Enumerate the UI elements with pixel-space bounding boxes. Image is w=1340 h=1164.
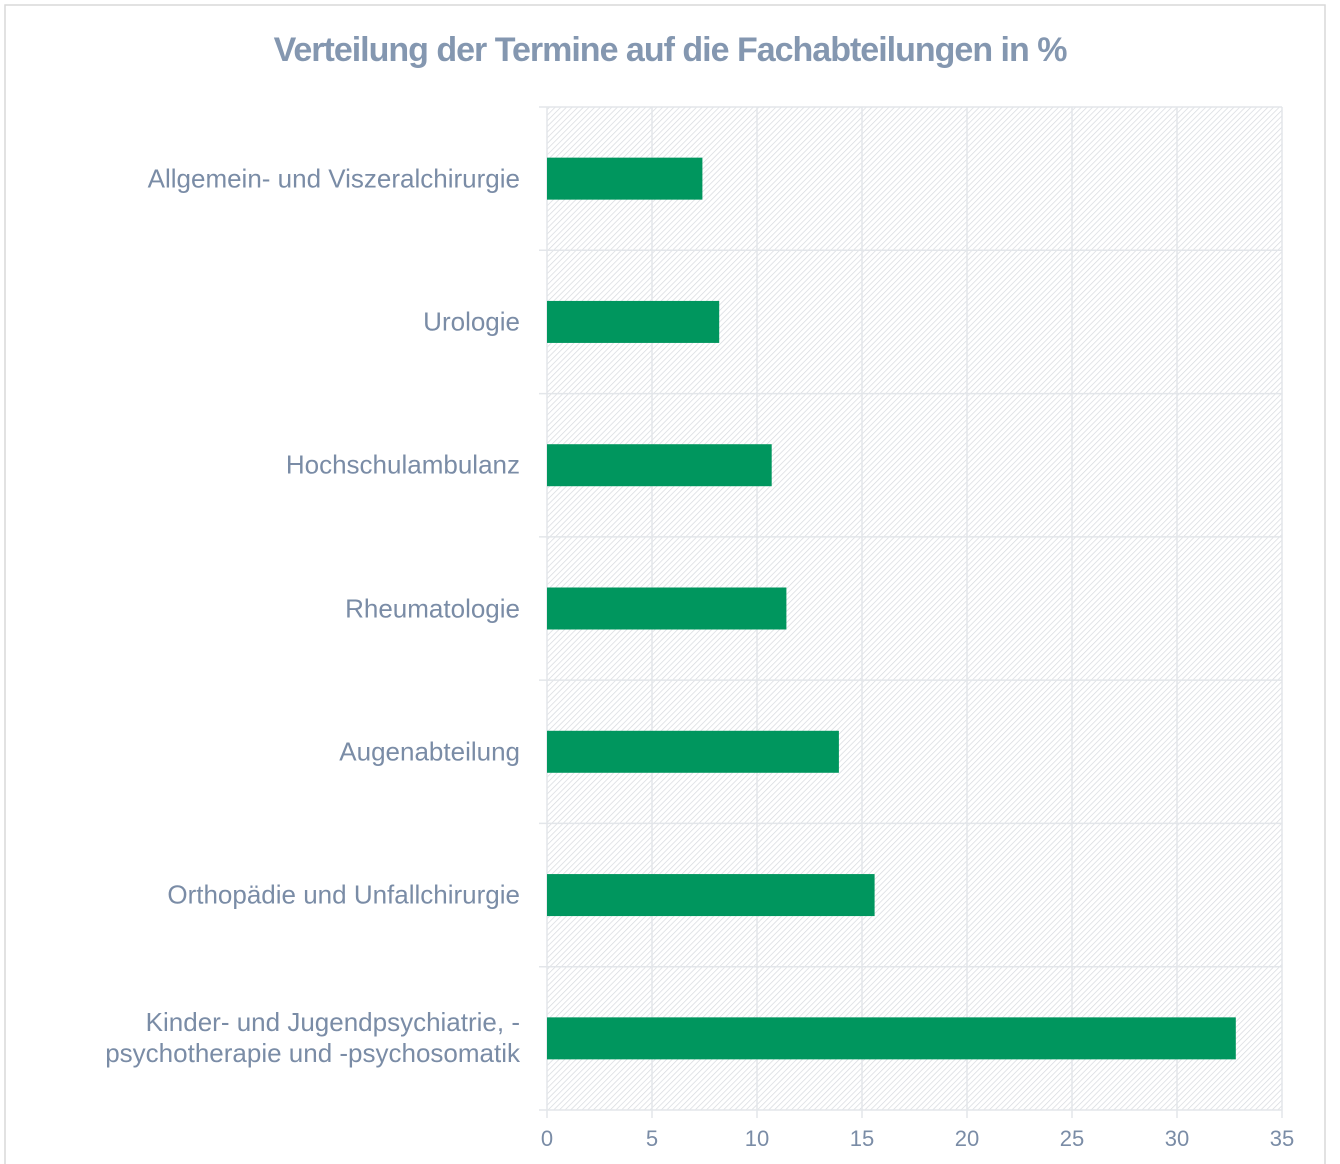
x-tick-label: 25 <box>1060 1126 1084 1151</box>
bar <box>547 1017 1236 1060</box>
x-tick-label: 0 <box>541 1126 553 1151</box>
y-tick-label: Kinder- und Jugendpsychiatrie, - psychot… <box>105 1007 520 1069</box>
chart-title: Verteilung der Termine auf die Fachabtei… <box>274 31 1068 69</box>
bar <box>547 300 720 343</box>
x-tick-label: 15 <box>850 1126 874 1151</box>
bar <box>547 874 875 917</box>
bar <box>547 444 772 487</box>
y-tick-label: Urologie <box>423 306 520 337</box>
x-tick-label: 10 <box>745 1126 769 1151</box>
bar <box>547 587 787 630</box>
bar <box>547 157 703 200</box>
y-tick-label: Augenabteilung <box>339 736 520 767</box>
y-tick-label: Hochschulambulanz <box>285 449 520 480</box>
x-tick-label: 30 <box>1165 1126 1189 1151</box>
bar <box>547 730 839 773</box>
y-tick-label: Rheumatologie <box>345 593 520 623</box>
x-tick-label: 20 <box>955 1126 979 1151</box>
x-tick-label: 5 <box>646 1126 658 1151</box>
y-tick-label: Orthopädie und Unfallchirurgie <box>167 879 520 910</box>
chart-border <box>4 4 1326 1164</box>
y-tick-label: Allgemein- und Viszeralchirurgie <box>147 163 520 194</box>
x-tick-label: 35 <box>1270 1126 1294 1151</box>
